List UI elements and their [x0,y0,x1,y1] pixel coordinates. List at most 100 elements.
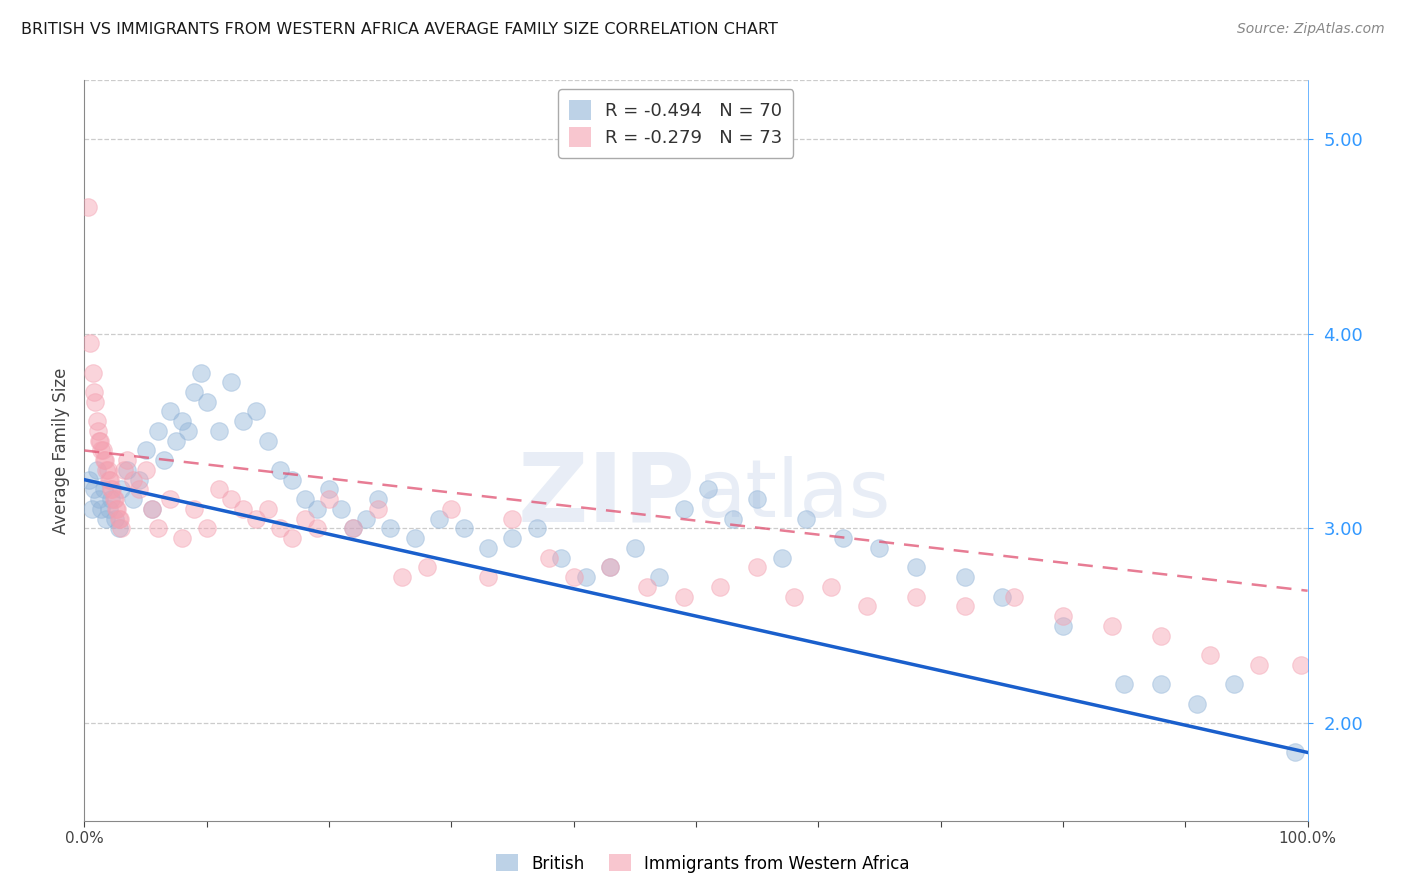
Point [110,483,132,497]
Point [177,424,200,438]
Point [219,492,242,507]
Point [1052,619,1074,633]
Point [318,492,340,507]
Point [219,376,242,390]
Point [87,424,110,438]
Point [269,463,291,477]
Point [747,492,769,507]
Point [112,463,135,477]
Point [624,541,647,555]
Point [453,521,475,535]
Point [86,414,108,428]
Text: ZIP: ZIP [517,449,696,541]
Point [87,434,110,448]
Point [86,463,108,477]
Point [342,521,364,535]
Point [1284,746,1306,760]
Point [709,580,731,594]
Point [477,541,499,555]
Point [97,502,120,516]
Point [245,511,267,525]
Point [672,502,695,516]
Point [195,394,218,409]
Point [502,511,524,525]
Point [367,492,389,507]
Point [172,414,194,428]
Point [1002,590,1025,604]
Point [991,590,1014,604]
Point [122,473,145,487]
Point [165,434,187,448]
Point [477,570,499,584]
Point [96,463,118,477]
Point [538,550,561,565]
Point [141,502,163,516]
Point [281,531,304,545]
Point [105,502,128,516]
Point [599,560,621,574]
Point [104,511,127,525]
Point [107,521,129,535]
Point [105,502,128,516]
Point [208,424,231,438]
Point [1101,619,1123,633]
Point [83,483,105,497]
Point [83,384,105,399]
Point [172,531,194,545]
Point [794,511,817,525]
Point [294,492,316,507]
Point [115,463,138,477]
Text: atlas: atlas [696,456,890,534]
Point [1150,628,1173,642]
Point [101,483,124,497]
Point [440,502,463,516]
Point [1114,677,1136,691]
Point [115,453,138,467]
Point [869,541,891,555]
Point [257,502,280,516]
Point [747,560,769,574]
Point [97,473,120,487]
Point [783,590,806,604]
Point [195,521,218,535]
Point [831,531,853,545]
Point [141,502,163,516]
Point [183,384,205,399]
Point [84,394,107,409]
Point [208,483,231,497]
Point [77,200,100,214]
Point [367,502,389,516]
Point [245,404,267,418]
Point [96,511,118,525]
Point [91,443,114,458]
Point [77,473,100,487]
Point [232,414,254,428]
Point [103,492,125,507]
Point [135,443,157,458]
Point [380,521,402,535]
Point [94,453,117,467]
Point [90,443,112,458]
Point [856,599,879,614]
Point [80,502,103,516]
Point [146,424,169,438]
Point [672,590,695,604]
Point [953,570,976,584]
Point [183,502,205,516]
Point [502,531,524,545]
Point [79,336,101,351]
Y-axis label: Average Family Size: Average Family Size [52,368,70,533]
Point [146,521,169,535]
Point [648,570,671,584]
Point [820,580,842,594]
Point [135,463,157,477]
Point [100,492,122,507]
Point [82,366,104,380]
Point [721,511,744,525]
Point [1198,648,1220,662]
Legend: R = -0.494   N = 70, R = -0.279   N = 73: R = -0.494 N = 70, R = -0.279 N = 73 [558,89,793,158]
Point [100,483,122,497]
Point [636,580,658,594]
Point [1187,697,1209,711]
Point [93,453,115,467]
